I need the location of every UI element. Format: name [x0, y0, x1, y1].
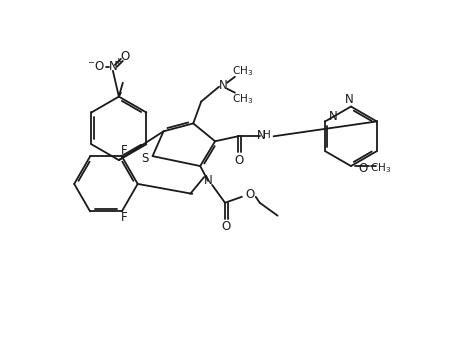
Text: N: N	[219, 79, 227, 92]
Text: O: O	[358, 162, 368, 174]
Text: O: O	[120, 51, 130, 63]
Text: N: N	[329, 110, 338, 123]
Text: O: O	[221, 220, 230, 233]
Text: CH$_3$: CH$_3$	[370, 161, 392, 175]
Text: F: F	[121, 211, 127, 224]
Text: N: N	[345, 93, 353, 106]
Text: +: +	[114, 57, 122, 66]
Text: S: S	[141, 152, 148, 165]
Text: N: N	[108, 60, 117, 73]
Text: CH$_3$: CH$_3$	[232, 64, 253, 78]
Text: O: O	[245, 188, 254, 201]
Text: N: N	[204, 174, 212, 188]
Text: $^{-}$O: $^{-}$O	[87, 60, 105, 73]
Text: O: O	[234, 154, 243, 167]
Text: CH$_3$: CH$_3$	[232, 92, 253, 106]
Text: H: H	[263, 130, 270, 140]
Text: F: F	[121, 144, 127, 157]
Text: N: N	[257, 129, 266, 142]
